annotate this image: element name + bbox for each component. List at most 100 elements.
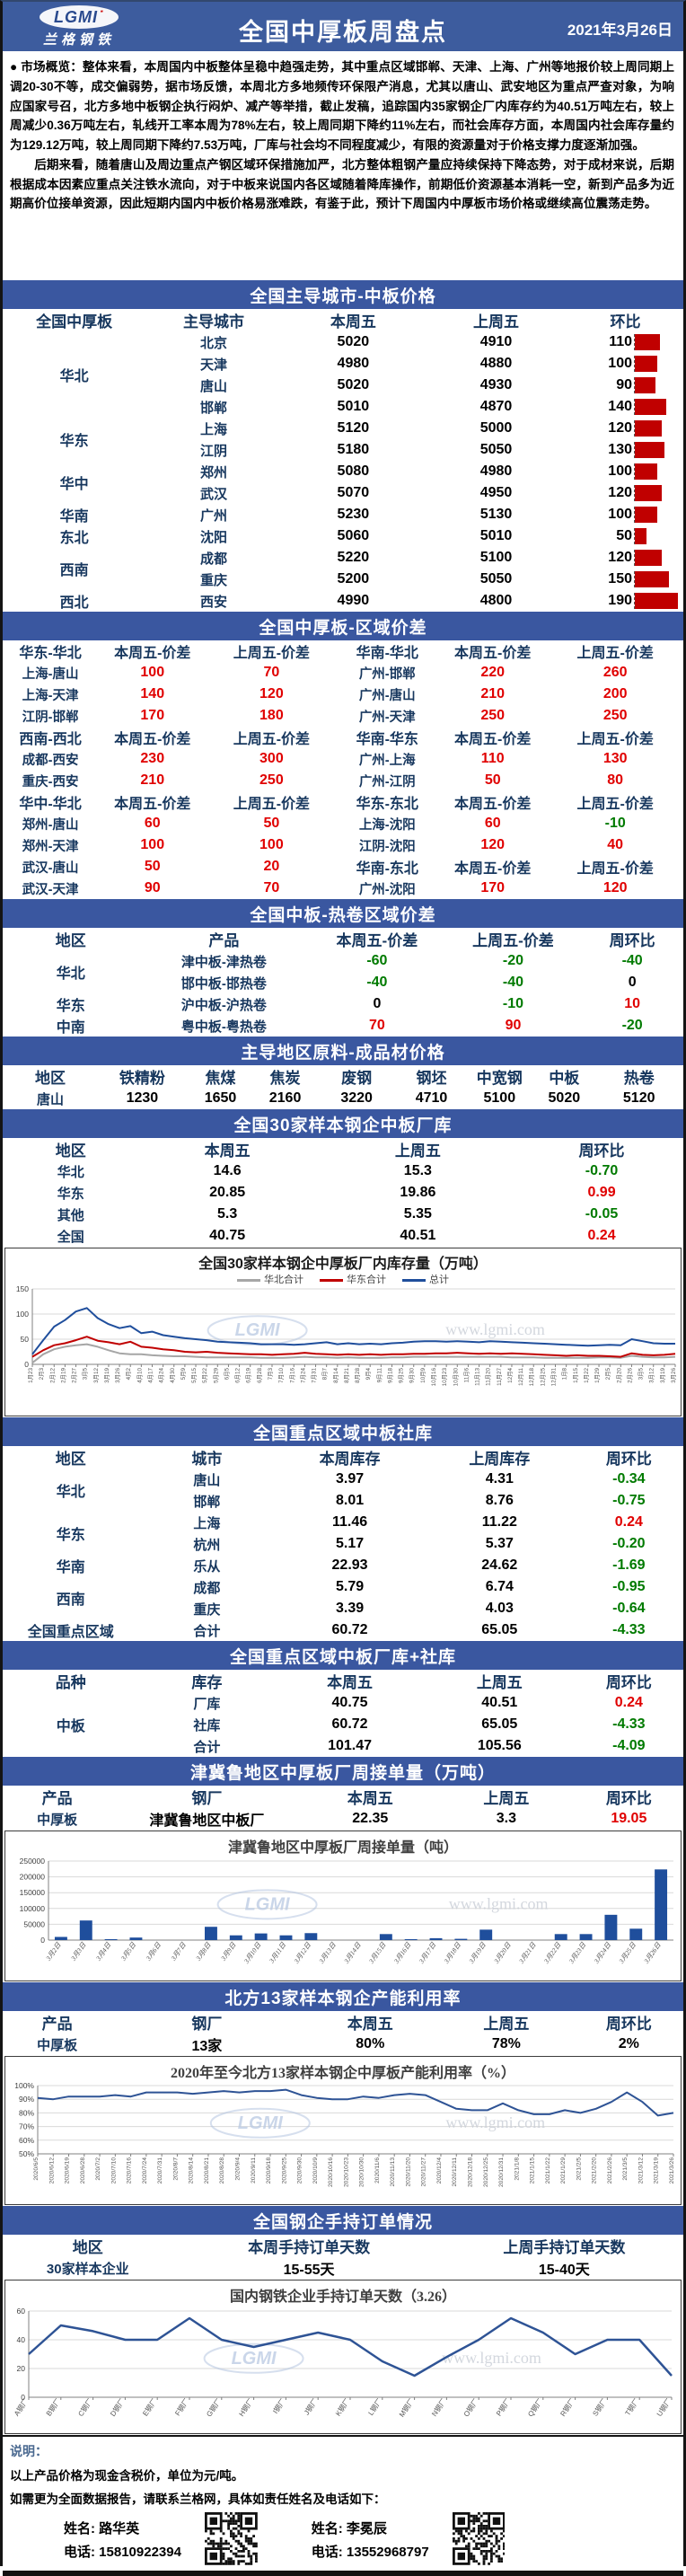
diff-pair-label: 成都-西安 — [22, 753, 79, 768]
svg-text:6月5: 6月5 — [223, 1368, 230, 1381]
svg-text:2020/10/9: 2020/10/9 — [312, 2157, 319, 2184]
chg-cell: 120 — [567, 482, 683, 504]
svg-text:11月27: 11月27 — [496, 1368, 503, 1386]
table-row: 成都-西安 230 300 广州-上海 110 130 — [3, 748, 683, 770]
svg-text:2020/7/16: 2020/7/16 — [127, 2157, 133, 2184]
chg-bar — [634, 377, 683, 393]
table-row: 中板 厂库 40.75 40.51 0.24 — [3, 1692, 683, 1734]
column-header: 本周五-价差 — [336, 932, 418, 949]
diff-value: 70 — [263, 665, 280, 680]
svg-text:3月19: 3月19 — [659, 1368, 666, 1383]
table-row: 唐山 5020 4930 90 — [3, 375, 683, 396]
svg-text:J钢厂: J钢厂 — [302, 2396, 320, 2416]
bar-3月5日 — [129, 1937, 143, 1940]
table-row: 30家样本企业 15-55天 15-40天 — [3, 2257, 683, 2279]
svg-text:www.lgmi.com: www.lgmi.com — [449, 1894, 549, 1912]
diff-value: 20 — [263, 859, 280, 874]
svg-text:2020/12/18: 2020/12/18 — [468, 2157, 474, 2187]
chg-cell: 100 — [567, 504, 683, 525]
svg-text:10月23: 10月23 — [441, 1368, 448, 1387]
column-header: 上周五 — [476, 1674, 523, 1691]
svg-text:P钢厂: P钢厂 — [494, 2396, 512, 2417]
value-cell: 5120 — [622, 1090, 655, 1106]
diff-header: 上周五-价差 — [576, 797, 654, 812]
bar-3月4日 — [104, 1938, 118, 1940]
svg-text:2020/12/25: 2020/12/25 — [483, 2157, 489, 2187]
chg-cell: 90 — [567, 375, 683, 396]
value-cell: 0.24 — [587, 1228, 616, 1243]
value-cell: 8.01 — [335, 1493, 365, 1508]
table-row: 邯中板-邯热卷 -40 -40 0 — [3, 972, 683, 993]
svg-text:3月12: 3月12 — [92, 1368, 100, 1383]
diff-header: 华东-东北 — [356, 797, 418, 812]
value-cell: 3220 — [340, 1090, 373, 1106]
diff-value: 70 — [263, 880, 280, 895]
value-cell: 40.51 — [481, 1695, 518, 1710]
svg-text:200000: 200000 — [20, 1873, 46, 1882]
svg-text:www.lgmi.com: www.lgmi.com — [442, 2349, 541, 2367]
region-label: 中南 — [56, 1020, 85, 1036]
value-cell: 60.72 — [331, 1716, 368, 1732]
svg-text:1月8: 1月8 — [561, 1368, 568, 1381]
column-header: 上周五 — [394, 1142, 441, 1160]
svg-text:100%: 100% — [14, 2082, 34, 2090]
diff-value: 60 — [484, 816, 501, 831]
svg-text:3月11日: 3月11日 — [267, 1941, 287, 1965]
svg-text:3月19日: 3月19日 — [467, 1941, 488, 1966]
table-header-row: 地区 本周手持订单天数 上周手持订单天数 — [3, 2235, 683, 2257]
legend-item: 总计 — [402, 1272, 449, 1286]
column-header: 钢厂 — [191, 2016, 223, 2033]
svg-text:11月20: 11月20 — [485, 1368, 492, 1386]
diff-header: 本周五-价差 — [454, 732, 532, 747]
column-header: 全国中厚板 — [36, 313, 113, 331]
section-bar-plant-inventory: 全国30家样本钢企中板厂库 — [3, 1109, 683, 1138]
bar-3月3日 — [79, 1920, 92, 1940]
svg-text:3月4日: 3月4日 — [93, 1941, 112, 1963]
svg-text:9月18: 9月18 — [386, 1368, 393, 1383]
svg-text:12月31: 12月31 — [550, 1368, 558, 1387]
diff-value: 220 — [480, 665, 506, 680]
last-week-price: 5130 — [479, 507, 513, 522]
svg-text:2020/12/4: 2020/12/4 — [436, 2157, 443, 2184]
value-cell: 40.75 — [331, 1695, 368, 1710]
diff-header: 上周五-价差 — [233, 646, 311, 661]
value-cell: 5.79 — [335, 1579, 365, 1594]
region-label: 华东 — [56, 1528, 85, 1543]
column-header: 周环比 — [605, 1674, 652, 1691]
chg-value: 120 — [608, 420, 632, 436]
svg-text:2020/11/20: 2020/11/20 — [405, 2157, 411, 2187]
this-week-price: 5010 — [337, 399, 370, 414]
item-label: 重庆 — [193, 1601, 221, 1618]
diff-value: 50 — [263, 816, 280, 831]
table-row: 江阴-邯郸 170 180 广州-天津 250 250 — [3, 705, 683, 727]
legend-item: 华北合计 — [237, 1272, 303, 1286]
page-title: 全国中厚板周盘点 — [239, 19, 447, 46]
svg-text:40: 40 — [17, 2335, 26, 2344]
city-label: 广州 — [199, 507, 227, 524]
value-cell: 78% — [491, 2036, 521, 2051]
item-label: 杭州 — [193, 1537, 221, 1553]
chg-bar — [634, 399, 683, 415]
section-bar-region-diff: 全国中厚板-区域价差 — [3, 612, 683, 640]
svg-text:11月13: 11月13 — [474, 1368, 481, 1386]
diff-value: 60 — [144, 816, 161, 831]
column-header: 本周五 — [327, 1674, 374, 1691]
svg-text:6月12: 6月12 — [234, 1368, 242, 1383]
column-header: 热卷 — [623, 1070, 655, 1087]
svg-text:2月27: 2月27 — [71, 1368, 78, 1383]
chg-value: 110 — [609, 334, 632, 349]
svg-text:3月3日: 3月3日 — [69, 1941, 88, 1963]
svg-text:2021/3/26: 2021/3/26 — [669, 2157, 675, 2184]
column-header: 本周五 — [204, 1142, 251, 1160]
bar-3月15日 — [379, 1934, 392, 1940]
table-row: 东北 沈阳 5060 5010 50 — [3, 525, 683, 547]
svg-text:4月24: 4月24 — [158, 1368, 165, 1383]
column-header: 周环比 — [605, 2016, 652, 2033]
svg-text:10月30: 10月30 — [452, 1368, 459, 1387]
svg-text:7月24: 7月24 — [299, 1368, 306, 1383]
svg-text:6月28: 6月28 — [256, 1368, 263, 1383]
bar-3月17日 — [429, 1937, 443, 1940]
value-cell: 5.37 — [485, 1536, 514, 1551]
value-cell: 24.62 — [481, 1557, 518, 1573]
weekly-orders-chart-box: 津冀鲁地区中厚板厂周接单量（吨） 0 50000 100000 150000 200000… — [4, 1831, 682, 1981]
